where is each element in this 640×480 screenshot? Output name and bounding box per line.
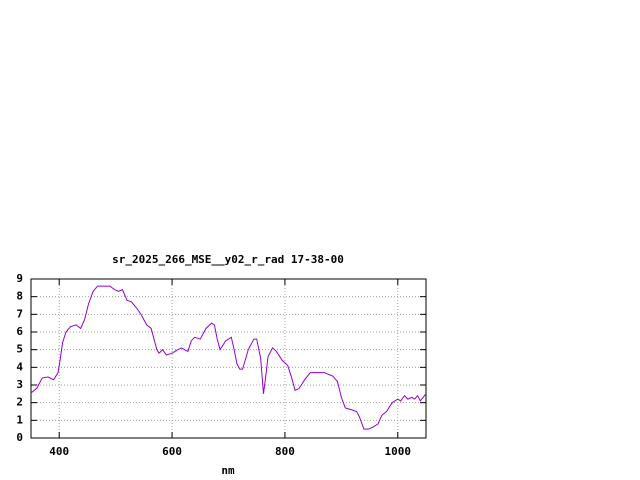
y-tick-label: 9 bbox=[16, 272, 23, 285]
y-tick-label: 4 bbox=[16, 360, 23, 373]
y-tick-label: 6 bbox=[16, 325, 23, 338]
y-tick-label: 1 bbox=[16, 413, 23, 426]
data-line bbox=[30, 285, 427, 430]
y-tick-label: 7 bbox=[16, 307, 23, 320]
y-tick-label: 5 bbox=[16, 343, 23, 356]
x-tick-label: 600 bbox=[162, 445, 182, 458]
x-tick-label: 1000 bbox=[385, 445, 412, 458]
y-tick-label: 3 bbox=[16, 378, 23, 391]
x-axis-label: nm bbox=[221, 464, 235, 477]
x-tick-label: 800 bbox=[275, 445, 295, 458]
y-tick-label: 2 bbox=[16, 396, 23, 409]
chart-title: sr_2025_266_MSE__y02_r_rad 17-38-00 bbox=[112, 253, 344, 266]
y-tick-label: 8 bbox=[16, 290, 23, 303]
x-tick-label: 400 bbox=[49, 445, 69, 458]
plot-frame bbox=[30, 278, 427, 439]
y-tick-label: 0 bbox=[16, 431, 23, 444]
